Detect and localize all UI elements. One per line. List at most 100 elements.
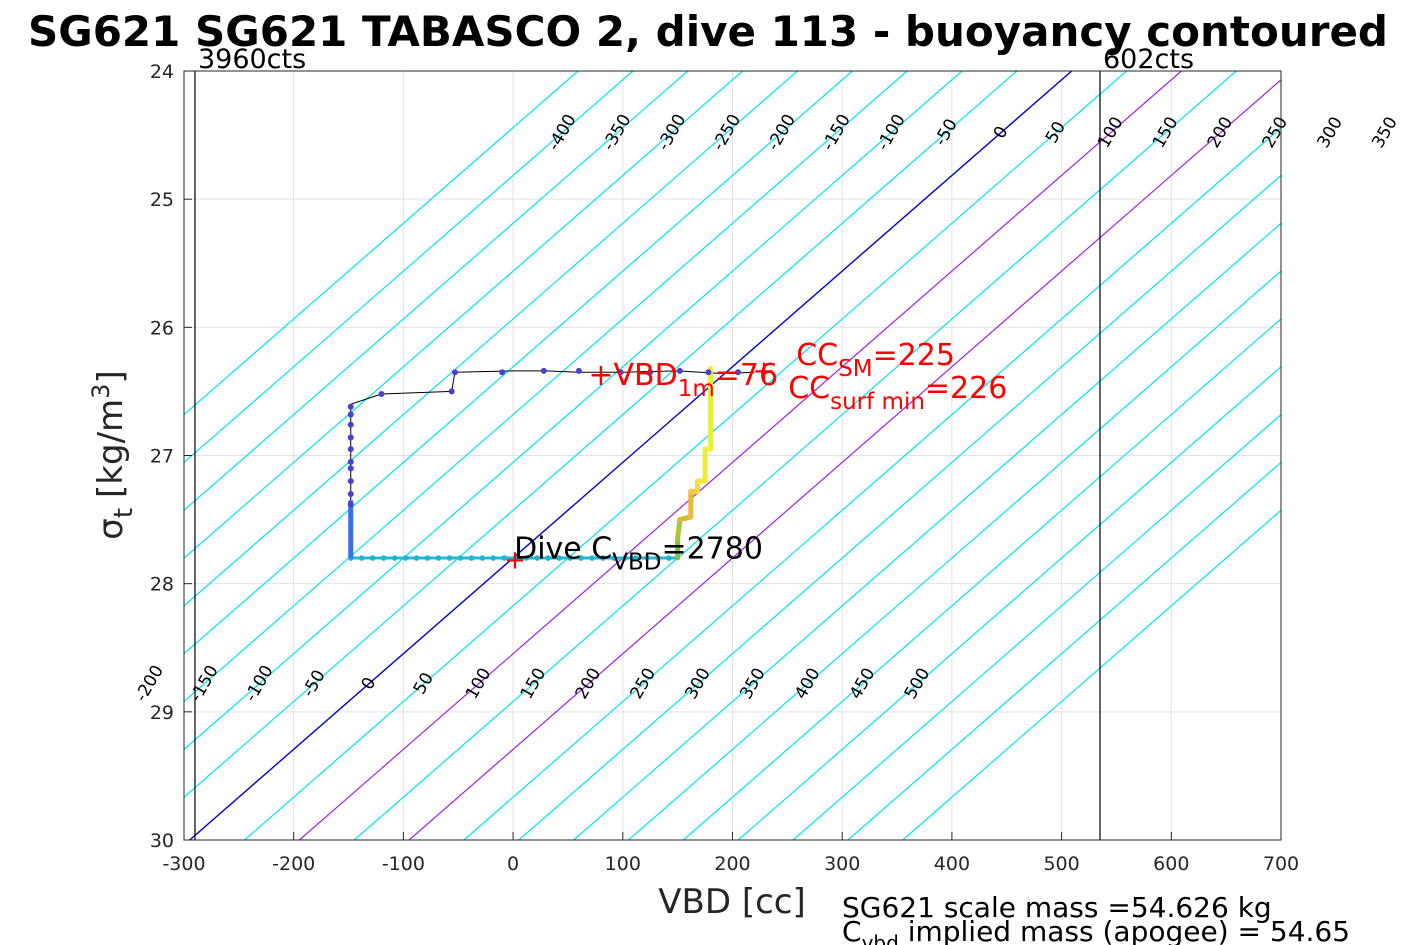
- bottom-leg-point: [402, 555, 409, 561]
- dive-cvbd-marker: +: [504, 545, 526, 575]
- contour-line: [184, 71, 798, 607]
- y-axis-label-unit: [kg/m: [91, 399, 131, 498]
- ascent-point: [540, 367, 547, 374]
- bottom-leg-point: [622, 555, 628, 561]
- ascent-color-segment: [675, 517, 683, 542]
- contour-line: [184, 71, 963, 751]
- y-axis-label-close: ]: [91, 370, 131, 383]
- contour-label: 300: [1313, 113, 1347, 151]
- ascent-point: [347, 465, 354, 472]
- x-tick-label: 500: [1043, 853, 1079, 875]
- implied-mass-prefix: C: [842, 915, 862, 945]
- vbd-limit-lines: 3960cts 602cts: [194, 44, 1194, 840]
- x-tick-label: 600: [1153, 853, 1189, 875]
- implied-mass-text: Cvbd implied mass (apogee) = 54.65: [842, 915, 1350, 945]
- x-tick-label: 200: [714, 853, 750, 875]
- cc-surf-min-annotation-value: =226: [925, 371, 1007, 406]
- ascent-point: [647, 369, 654, 376]
- contour-line: [184, 71, 579, 416]
- bottom-leg-point: [655, 555, 661, 561]
- y-tick-label: 25: [150, 189, 174, 211]
- bottom-leg-point: [512, 555, 519, 561]
- ascent-point: [676, 367, 683, 374]
- scale-mass-text: SG621 scale mass =54.626 kg: [842, 891, 1272, 924]
- bottom-leg-point: [534, 555, 541, 561]
- y-axis-label: σt [kg/m3]: [87, 370, 139, 539]
- bottom-leg-point: [567, 555, 573, 561]
- bottom-leg-point: [600, 555, 606, 561]
- bottom-leg-point: [578, 555, 584, 561]
- bottom-leg-point: [589, 555, 595, 561]
- y-tick-label: 29: [150, 702, 174, 724]
- bottom-leg-point: [490, 555, 497, 561]
- vbd-1m-annotation-value: =76: [715, 358, 778, 393]
- bottom-leg-point: [424, 555, 431, 561]
- bottom-leg-point: [633, 555, 639, 561]
- vbd-limit-label: 3960cts: [198, 44, 306, 75]
- ascent-point: [347, 501, 354, 508]
- dive-cvbd-annotation-main: Dive C: [514, 531, 612, 566]
- implied-mass-sub: vbd: [862, 931, 899, 945]
- x-tick-label: -100: [382, 853, 425, 875]
- contour-line: [737, 365, 1281, 840]
- ascent-point: [347, 403, 354, 410]
- bottom-leg-point: [457, 555, 464, 561]
- ascent-point: [347, 458, 354, 465]
- bottom-leg-point: [369, 555, 376, 561]
- contour-line: [792, 413, 1281, 840]
- vbd-1m-annotation-sub: 1m: [678, 376, 715, 402]
- ascent-point: [347, 411, 354, 418]
- bottom-leg-point: [501, 555, 508, 561]
- contour-line: [353, 71, 1237, 840]
- dive-trace: [347, 365, 755, 561]
- bottom-leg-point: [446, 555, 453, 561]
- bottom-leg-point: [380, 555, 387, 561]
- bottom-leg-point: [479, 555, 486, 561]
- bottom-leg-point: [391, 555, 398, 561]
- contour-line: [244, 71, 1127, 840]
- ascent-point: [448, 388, 455, 395]
- bottom-leg-point: [545, 555, 552, 561]
- contour-label: 350: [1368, 113, 1402, 151]
- ascent-point: [617, 369, 624, 376]
- y-axis-label-sup: 3: [87, 384, 115, 399]
- cc-sm-annotation-sub: SM: [838, 356, 872, 382]
- vbd-1m-annotation-main: +VBD: [588, 358, 677, 393]
- contour-line: [628, 270, 1281, 840]
- ascent-point: [499, 369, 506, 376]
- contour-line: [184, 71, 908, 703]
- contour-line: [573, 222, 1281, 840]
- contour-line: [902, 509, 1281, 840]
- contour-line: [184, 71, 853, 655]
- bottom-leg-point: [435, 555, 442, 561]
- y-axis-label-sub: t: [109, 508, 139, 518]
- bottom-leg-point: [523, 555, 530, 561]
- contour-line: [299, 71, 1182, 840]
- vbd-1m-annotation: +VBD1m=76: [588, 358, 778, 402]
- cc-sm-annotation-value: =225: [873, 338, 955, 373]
- y-tick-label: 28: [150, 574, 174, 596]
- x-tick-label: 300: [824, 853, 860, 875]
- cc-sm-marker: +: [752, 354, 775, 387]
- contour-line: [189, 71, 1073, 840]
- cc-surf-min-annotation-main: CC: [788, 371, 830, 406]
- y-tick-label: 24: [150, 61, 174, 83]
- x-tick-label: 100: [605, 853, 641, 875]
- x-tick-label: -200: [272, 853, 315, 875]
- cc-sm-annotation: CCSM=225: [796, 338, 955, 382]
- vbd-limit-label: 602cts: [1103, 44, 1194, 75]
- contour-line: [463, 126, 1281, 840]
- contour-line: [408, 79, 1281, 840]
- dive-cvbd-annotation-sub: VBD: [612, 549, 661, 575]
- chart-title: SG621 SG621 TABASCO 2, dive 113 - buoyan…: [28, 7, 1388, 56]
- cc-sm-annotation-main: CC: [796, 338, 838, 373]
- contour-line: [184, 71, 743, 559]
- cc-surf-min-annotation-sub: surf min: [830, 389, 925, 415]
- y-axis-label-symbol: σ: [91, 518, 131, 540]
- dive-cvbd-annotation-value: =2780: [661, 531, 762, 566]
- bottom-leg-point: [644, 555, 650, 561]
- bottom-leg-point: [358, 555, 365, 561]
- contour-line: [184, 71, 689, 512]
